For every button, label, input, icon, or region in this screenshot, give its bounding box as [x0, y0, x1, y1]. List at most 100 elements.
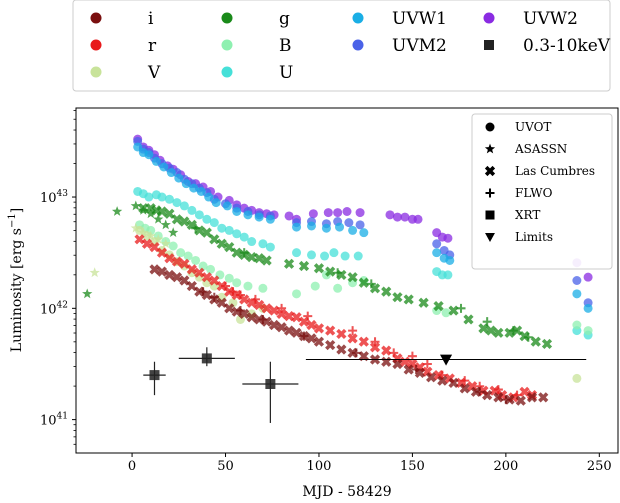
instrument-legend-label: ASASSN — [514, 142, 567, 156]
data-point — [291, 327, 302, 338]
series-0.3-10keV-triangle-down — [305, 354, 587, 366]
series-UVW1-circle — [133, 142, 593, 313]
data-point — [269, 319, 280, 331]
instrument-legend-label: UVOT — [515, 120, 551, 134]
data-point — [269, 305, 280, 316]
data-point — [583, 303, 593, 313]
data-point — [313, 263, 325, 274]
data-point — [298, 316, 310, 327]
data-point — [366, 279, 376, 289]
instrument-legend-frame — [471, 113, 613, 270]
data-point — [171, 272, 183, 283]
data-point — [443, 233, 453, 243]
data-point — [489, 385, 500, 396]
instrument-legend-label: FLWO — [515, 186, 553, 200]
data-point — [530, 336, 541, 347]
data-point — [348, 326, 358, 336]
data-point — [246, 312, 257, 323]
data-point — [138, 227, 149, 238]
data-point — [358, 336, 369, 347]
data-point — [321, 223, 331, 233]
data-point — [437, 375, 448, 386]
band-legend-item: V — [90, 63, 161, 83]
series-i-x — [149, 264, 549, 406]
data-point — [538, 392, 549, 403]
instrument-legend-item: FLWO — [485, 186, 553, 200]
data-point — [186, 280, 197, 292]
data-point — [392, 292, 403, 303]
band-legend-item: B — [221, 36, 292, 56]
data-point — [325, 339, 336, 351]
data-point — [258, 314, 268, 324]
data-point — [265, 379, 276, 389]
data-point — [381, 345, 392, 356]
band-legend-item: UVW2 — [483, 9, 578, 29]
band-legend-item: 0.3-10keV — [484, 36, 611, 56]
data-point — [164, 208, 175, 219]
data-point — [277, 303, 287, 313]
data-point — [141, 238, 153, 249]
y-axis-label-exponent: −1 — [7, 213, 18, 228]
data-point — [191, 255, 201, 265]
data-point — [243, 281, 253, 291]
data-point — [370, 337, 380, 347]
data-point — [232, 278, 242, 288]
data-point — [344, 218, 354, 228]
data-point — [151, 156, 161, 166]
data-point — [306, 221, 316, 231]
data-point — [333, 283, 343, 293]
series-U-circle — [133, 186, 593, 340]
data-point — [228, 287, 238, 297]
data-point — [572, 276, 582, 285]
y-tick-exponent: 42 — [57, 300, 68, 310]
data-point — [441, 308, 451, 318]
data-point — [329, 248, 339, 258]
data-point — [160, 238, 171, 249]
data-point — [413, 214, 423, 224]
data-point — [168, 241, 178, 251]
data-point — [179, 275, 190, 286]
data-point — [400, 212, 410, 222]
data-point — [284, 211, 294, 221]
data-point — [144, 150, 154, 160]
data-point — [381, 286, 392, 297]
band-legend-swatch — [352, 39, 364, 51]
data-point — [519, 386, 530, 397]
y-tick-label: 1042 — [40, 300, 68, 317]
data-point — [164, 269, 175, 281]
data-point — [456, 303, 466, 313]
instrument-legend-item: ASASSN — [484, 142, 567, 156]
data-point — [475, 387, 485, 397]
y-tick-label: 1043 — [40, 189, 68, 206]
data-point — [355, 220, 365, 230]
data-point — [204, 192, 214, 202]
instrument-legend-item: XRT — [485, 208, 540, 222]
y-axis-label-main: Luminosity [erg s — [9, 228, 25, 352]
band-legend-swatch — [484, 40, 494, 50]
data-point — [448, 377, 459, 388]
data-point — [342, 207, 352, 216]
data-point — [485, 325, 497, 336]
data-point — [231, 247, 242, 258]
upper-limit-point — [440, 354, 453, 366]
data-point — [333, 208, 343, 218]
band-legend-swatch — [221, 39, 233, 51]
data-point — [432, 239, 442, 249]
data-point — [403, 364, 414, 375]
instrument-legend: UVOT ASASSN Las Cumbres FLWO XRT Limits — [471, 113, 613, 270]
series-0.3-10keV-square — [143, 347, 299, 423]
data-point — [336, 328, 347, 340]
data-point — [258, 283, 268, 293]
x-tick-label: 250 — [587, 459, 612, 474]
data-point — [283, 258, 295, 269]
data-point — [478, 323, 489, 334]
data-point — [156, 206, 168, 217]
data-point — [171, 256, 183, 267]
data-point — [292, 222, 302, 232]
data-point — [276, 308, 287, 319]
data-point — [187, 205, 197, 215]
data-point — [89, 267, 100, 278]
series-r-plus — [221, 281, 522, 400]
